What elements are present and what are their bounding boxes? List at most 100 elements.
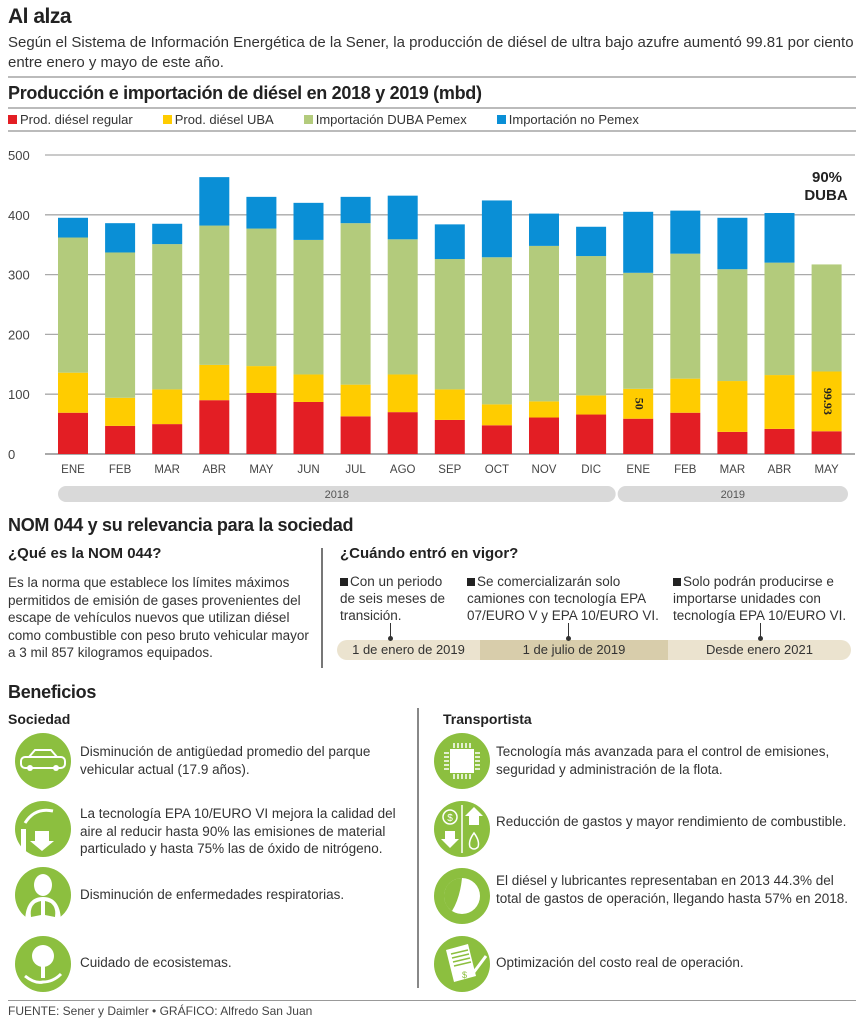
- timeline-tick: [390, 623, 391, 638]
- bar-segment: [105, 397, 136, 426]
- timeline-dot: [388, 636, 393, 641]
- bar-segment: [717, 217, 748, 270]
- bar-segment: [529, 245, 559, 402]
- legend-label: Importación no Pemex: [508, 112, 639, 127]
- benefit-text: Disminución de antigüedad promedio del p…: [80, 744, 371, 777]
- footer-credits: FUENTE: Sener y Daimler • GRÁFICO: Alfre…: [8, 1004, 313, 1018]
- bar-segment: [340, 223, 371, 385]
- page-title: Al alza: [8, 5, 72, 28]
- what-text: Es la norma que establece los límites má…: [8, 575, 309, 660]
- bar-segment: [387, 374, 418, 413]
- bar-segment: [293, 401, 324, 454]
- bar-segment: [670, 210, 701, 254]
- bar-segment: [58, 412, 88, 454]
- bar-segment: [623, 211, 654, 273]
- bar-segment: [576, 395, 607, 415]
- transportista-title: Transportista: [443, 711, 532, 727]
- divider: [8, 107, 856, 109]
- bar-segment: [58, 237, 88, 373]
- bar-segment: [152, 244, 183, 390]
- chart-annotation: DUBA: [804, 187, 847, 204]
- y-tick-label: 500: [8, 148, 30, 163]
- bar-segment: [105, 252, 136, 398]
- benefit-text: El diésel y lubricantes representaban en…: [496, 873, 849, 906]
- legend-label: Prod. diésel regular: [20, 112, 133, 127]
- legend-item: Prod. diésel UBA: [162, 112, 274, 127]
- x-tick-label: ABR: [202, 464, 226, 476]
- divider: [321, 548, 323, 668]
- bar-segment: [481, 200, 512, 258]
- bar-segment: [199, 225, 230, 365]
- bar-segment: [434, 389, 465, 420]
- bar-segment: [340, 416, 371, 454]
- bar-segment: [105, 223, 136, 253]
- year-band: [617, 486, 848, 502]
- legend-swatch: [162, 115, 172, 124]
- timeline-dot: [566, 636, 571, 641]
- bar-segment: [764, 262, 795, 376]
- bar-segment: [717, 431, 748, 454]
- divider: [8, 1000, 856, 1001]
- year-label: 2018: [325, 489, 349, 501]
- what-title: ¿Qué es la NOM 044?: [8, 545, 162, 562]
- timeline-text: Solo podrán producirse e importarse unid…: [673, 574, 847, 623]
- bar-segment: [293, 239, 324, 375]
- bar-segment: [152, 223, 183, 245]
- bar-segment: [717, 381, 748, 432]
- svg-text:$: $: [462, 970, 467, 980]
- x-tick-label: MAR: [720, 464, 746, 476]
- invoice-icon: $: [434, 936, 490, 992]
- bar-segment: [246, 393, 277, 454]
- chip-icon: [434, 733, 490, 789]
- bar-segment: [623, 388, 654, 419]
- pie-chart-icon: [434, 868, 490, 924]
- chart-title: Producción e importación de diésel en 20…: [8, 83, 482, 103]
- benefit-text: Cuidado de ecosistemas.: [80, 955, 232, 970]
- chart-annotation: 90%: [812, 169, 842, 186]
- bar-segment: [576, 414, 607, 454]
- benefit-text: Disminución de enfermedades respiratoria…: [80, 887, 345, 902]
- bar-segment: [434, 224, 465, 260]
- x-tick-label: FEB: [109, 464, 132, 476]
- bar-segment: [434, 259, 465, 390]
- timeline-dot: [758, 636, 763, 641]
- nom-title: NOM 044 y su relevancia para la sociedad: [8, 515, 354, 535]
- benefit-text: Optimización del costo real de operación…: [496, 955, 744, 970]
- legend-label: Prod. diésel UBA: [174, 112, 274, 127]
- timeline-text: Con un periodo de seis meses de transici…: [340, 574, 446, 623]
- bar-segment: [670, 378, 701, 413]
- x-tick-label: ABR: [768, 464, 792, 476]
- y-tick-label: 300: [8, 268, 30, 283]
- bar-segment: [481, 404, 512, 426]
- bar-segment: [717, 269, 748, 382]
- divider: [8, 130, 856, 132]
- benefit-text: Tecnología más avanzada para el control …: [496, 744, 830, 777]
- stacked-bar-chart: 0 100 200 300 400 500 ENE FEB MAR ABR MAY JUN JUL AGO…: [8, 148, 855, 502]
- bar-segment: [764, 428, 795, 454]
- divider: [8, 76, 856, 78]
- when-title: ¿Cuándo entró en vigor?: [340, 545, 519, 562]
- benefit-text: La tecnología EPA 10/EURO VI mejora la c…: [80, 806, 396, 856]
- bar-segment: [481, 425, 512, 454]
- x-tick-label: AGO: [390, 464, 416, 476]
- bar-segment: [576, 226, 607, 257]
- x-tick-label: JUL: [345, 464, 366, 476]
- bar-annotation: 50: [632, 398, 646, 410]
- benefit-text: Reducción de gastos y mayor rendimiento …: [496, 814, 847, 829]
- x-tick-label: OCT: [485, 464, 509, 476]
- bar-segment: [623, 418, 654, 454]
- x-tick-label: MAR: [154, 464, 180, 476]
- timeline-tick: [760, 623, 761, 638]
- timeline-date: Desde enero 2021: [668, 640, 851, 660]
- x-tick-label: JUN: [297, 464, 319, 476]
- timeline-date: 1 de julio de 2019: [480, 640, 668, 660]
- bar-segment: [199, 177, 230, 226]
- y-tick-label: 0: [8, 447, 15, 462]
- x-tick-label: SEP: [438, 464, 461, 476]
- timeline-text: Se comercializarán solo camiones con tec…: [467, 574, 659, 623]
- bar-segment: [293, 374, 324, 402]
- bar-segment: [481, 257, 512, 405]
- y-tick-label: 400: [8, 208, 30, 223]
- money-fuel-icon: $: [434, 801, 490, 857]
- bar-segment: [387, 239, 418, 375]
